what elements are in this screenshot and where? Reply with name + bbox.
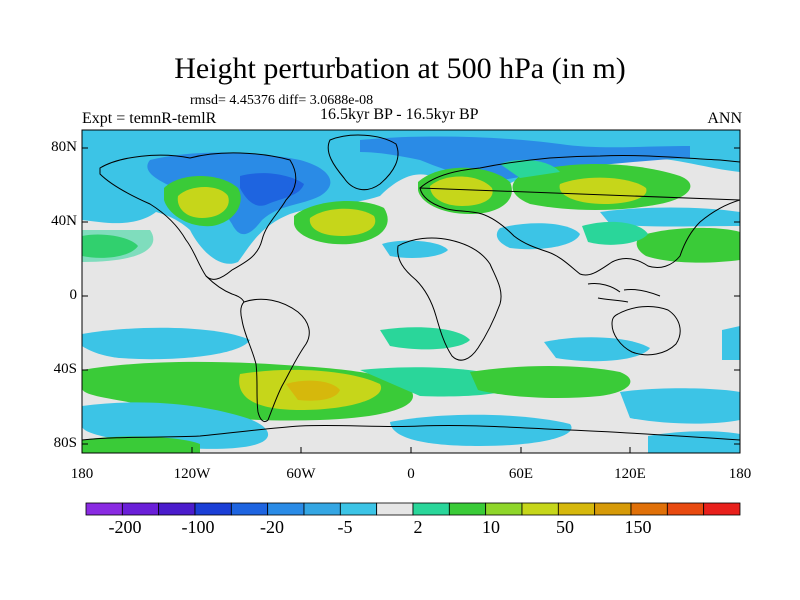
colorbar-swatch	[376, 502, 414, 516]
colorbar-swatch	[703, 502, 741, 516]
contour-green-south-indian	[470, 366, 631, 398]
contour-green-pacific-40n	[636, 227, 740, 263]
contour-yellow-atlantic	[309, 208, 376, 236]
contour-blue-arctic	[360, 136, 690, 180]
colorbar-swatch	[521, 502, 559, 516]
colorbar-label: 150	[624, 517, 652, 537]
colorbar-swatch	[267, 502, 305, 516]
colorbar-swatch	[412, 502, 450, 516]
colorbar-swatch	[594, 502, 632, 516]
colorbar-label: -20	[260, 517, 284, 537]
contour-blue-antarctic-far-east	[648, 431, 740, 453]
coastline-indonesia	[587, 283, 661, 303]
coastline-greenland	[327, 134, 399, 191]
colorbar-swatch	[158, 502, 196, 516]
colorbar-swatch	[121, 502, 160, 516]
colorbar-label: 2	[413, 517, 423, 537]
colorbar-label: -200	[108, 517, 142, 537]
period-label: 16.5kyr BP - 16.5kyr BP	[320, 106, 479, 123]
colorbar-label: 10	[482, 517, 500, 537]
lat-label-40n: 40N	[51, 213, 77, 229]
colorbar-swatch	[485, 502, 523, 516]
colorbar-swatch	[85, 502, 123, 516]
contour-blue-south-indian	[544, 337, 650, 362]
coastline-eurasia	[419, 154, 740, 276]
plot-title: Height perturbation at 500 hPa (in m)	[174, 52, 626, 85]
colorbar-swatch	[194, 502, 232, 516]
colorbar	[85, 502, 741, 516]
coastline-africa	[397, 237, 502, 361]
colorbar-swatch	[448, 502, 487, 516]
contour-blue-south-pacific	[82, 327, 250, 360]
lon-label-180e: 180	[728, 466, 752, 482]
lon-label-60e: 60E	[508, 466, 534, 482]
contour-yellow-europe	[430, 176, 493, 206]
coastline-north-america	[99, 152, 297, 280]
coastline-south-america	[240, 298, 310, 423]
contour-fields	[82, 130, 740, 453]
lon-label-60w: 60W	[286, 466, 316, 482]
colorbar-label: -100	[181, 517, 215, 537]
colorbar-label: 50	[556, 517, 574, 537]
season-label: ANN	[707, 110, 742, 127]
contour-teal-asia	[500, 159, 560, 178]
colorbar-label: -5	[337, 517, 353, 537]
contour-blue-npacific	[82, 181, 164, 224]
colorbar-swatch	[303, 502, 341, 516]
contour-blue-midatlantic	[496, 223, 580, 250]
contour-blue-southern-band	[390, 414, 572, 446]
colorbar-swatch	[339, 502, 378, 516]
colorbar-swatch	[630, 502, 668, 516]
lat-label-40s: 40S	[53, 361, 77, 377]
colorbar-swatch	[230, 502, 269, 516]
contour-blue-west-pacific	[600, 207, 740, 227]
contour-teal-south-pacific	[380, 327, 470, 350]
colorbar-swatch	[557, 502, 596, 516]
coastline-central-america	[205, 275, 245, 303]
contour-yellow-asia	[559, 177, 647, 204]
contour-blue-north-africa	[382, 240, 448, 258]
coastline-antarctica	[82, 424, 740, 441]
lon-label-0: 0	[407, 466, 415, 482]
colorbar-swatch	[666, 502, 705, 516]
contour-ochre-south-atlantic	[286, 380, 340, 401]
contour-yellow-north-america	[177, 187, 229, 218]
lon-label-120e: 120E	[614, 466, 646, 482]
lat-label-80s: 80S	[53, 435, 77, 451]
rmsd-stats: rmsd= 4.45376 diff= 3.0688e-08	[190, 93, 374, 108]
lon-label-120w: 120W	[173, 466, 211, 482]
lat-label-0: 0	[69, 287, 78, 303]
coastlines	[82, 134, 740, 441]
contour-blue-antarctic-east	[620, 388, 740, 424]
lon-label-180w: 180	[70, 466, 94, 482]
contour-blue-east-edge	[722, 326, 740, 360]
axis-ticks	[81, 147, 741, 453]
contour-darkest-blue-north	[240, 173, 304, 206]
lat-label-80n: 80N	[51, 139, 77, 155]
coastline-australia	[611, 306, 681, 356]
contour-green-antarctic	[82, 436, 200, 453]
contour-teal-west-edge	[82, 230, 154, 262]
contour-teal-pacific-40n	[582, 221, 648, 245]
experiment-label: Expt = temnR-temlR	[82, 110, 217, 127]
